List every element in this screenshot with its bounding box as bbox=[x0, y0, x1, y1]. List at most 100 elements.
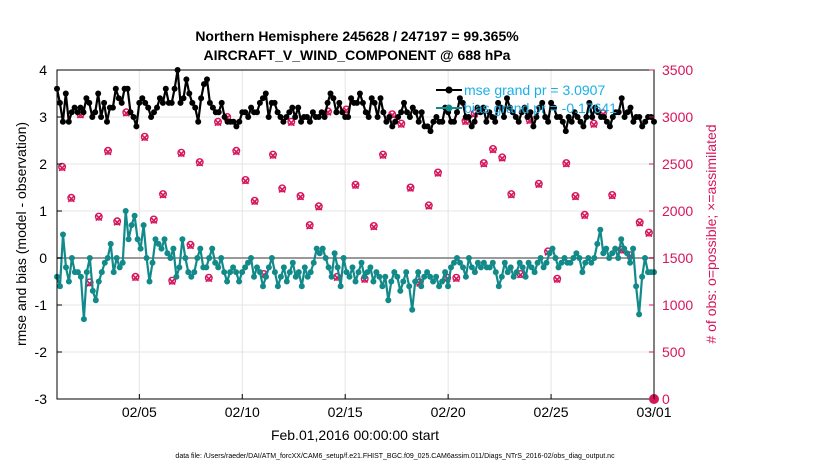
obs-possible-point bbox=[397, 119, 406, 128]
rmse-point bbox=[186, 90, 193, 97]
bias-point bbox=[510, 273, 517, 280]
obs-assimilated-point bbox=[131, 274, 140, 282]
obs-assimilated-point bbox=[251, 198, 259, 206]
bias-point bbox=[113, 255, 120, 261]
bias-point bbox=[403, 269, 410, 276]
rmse-point bbox=[124, 85, 131, 92]
rmse-point bbox=[630, 118, 637, 125]
bias-point bbox=[513, 269, 520, 276]
bias-point bbox=[92, 297, 99, 304]
obs-assimilated-point bbox=[196, 159, 204, 167]
bias-point bbox=[83, 269, 90, 276]
bias-point bbox=[492, 269, 499, 276]
y-tick-label-right: 3000 bbox=[662, 109, 693, 125]
obs-assimilated-point bbox=[489, 146, 497, 154]
bias-point bbox=[585, 255, 592, 261]
plot-area bbox=[57, 70, 654, 399]
obs-possible-point bbox=[507, 190, 516, 199]
y-tick-label-left: -3 bbox=[35, 391, 48, 407]
obs-assimilated-point bbox=[168, 277, 176, 286]
obs-possible-point bbox=[452, 273, 461, 282]
obs-possible-point bbox=[168, 276, 177, 285]
x-tick-label: 02/15 bbox=[328, 404, 363, 420]
bias-point bbox=[116, 264, 123, 271]
rmse-point bbox=[615, 109, 622, 116]
bias-point bbox=[534, 259, 541, 266]
bias-point bbox=[119, 259, 126, 266]
bias-point bbox=[627, 259, 634, 266]
bias-point bbox=[206, 255, 213, 261]
rmse-point bbox=[180, 95, 187, 102]
rmse-point bbox=[639, 123, 646, 130]
rmse-point bbox=[101, 99, 108, 106]
rmse-point bbox=[154, 104, 160, 111]
bias-point bbox=[412, 278, 419, 285]
rmse-point bbox=[409, 104, 416, 111]
obs-possible-point bbox=[140, 132, 149, 141]
bias-point bbox=[134, 236, 141, 243]
bias-point bbox=[104, 255, 111, 261]
rmse-point bbox=[321, 114, 328, 120]
rmse-point bbox=[198, 95, 205, 102]
rmse-point bbox=[542, 114, 549, 120]
rmse-point bbox=[71, 104, 78, 111]
rmse-point bbox=[586, 99, 593, 106]
bias-point bbox=[415, 269, 422, 276]
y-tick-label-left: 1 bbox=[39, 203, 47, 219]
y-tick-label-right: 3500 bbox=[662, 62, 693, 78]
rmse-point bbox=[386, 114, 393, 120]
obs-assimilated-point bbox=[177, 150, 185, 158]
obs-assimilated-point bbox=[232, 148, 240, 156]
bias-point bbox=[382, 273, 389, 280]
legend: mse grand pr = 3.0907 bias grand pr = -0… bbox=[436, 82, 617, 116]
bias-point bbox=[343, 269, 350, 276]
y-axis-right: 0 500 1000 1500 2000 2500 3000 3500 bbox=[649, 62, 693, 407]
bias-point bbox=[143, 255, 150, 261]
x-tick-label: 02/05 bbox=[122, 404, 157, 420]
bias-point bbox=[400, 278, 407, 285]
legend-bias-marker bbox=[445, 104, 453, 112]
bias-point bbox=[224, 278, 231, 285]
obs-assimilated-point bbox=[636, 219, 644, 227]
obs-assimilated-point bbox=[269, 151, 277, 160]
rmse-point bbox=[504, 95, 510, 102]
rmse-point bbox=[156, 95, 163, 102]
bias-point bbox=[504, 269, 511, 276]
obs-possible-point bbox=[103, 146, 112, 155]
rmse-point bbox=[471, 118, 478, 125]
bias-point bbox=[454, 255, 460, 261]
bias-point bbox=[552, 255, 559, 261]
bias-point bbox=[215, 264, 222, 271]
bias-point bbox=[212, 259, 219, 266]
y-tick-label-left: 2 bbox=[39, 156, 47, 172]
bias-point bbox=[110, 269, 117, 276]
obs-assimilated-point bbox=[535, 181, 543, 189]
bias-point bbox=[409, 306, 416, 313]
rmse-point bbox=[477, 109, 484, 116]
rmse-point bbox=[133, 123, 140, 130]
rmse-point bbox=[86, 99, 93, 106]
y-axis-label-left: rmse and bias (model - observation) bbox=[13, 122, 29, 346]
bias-point bbox=[376, 273, 383, 280]
rmse-point bbox=[206, 99, 213, 106]
bias-point bbox=[233, 269, 240, 276]
bias-point bbox=[537, 255, 544, 261]
bias-point bbox=[636, 311, 643, 318]
obs-assimilated-point bbox=[498, 154, 506, 162]
bias-point bbox=[152, 236, 159, 243]
obs-possible-point bbox=[177, 148, 186, 157]
rmse-point bbox=[589, 114, 596, 120]
bias-point bbox=[277, 273, 284, 280]
bias-point bbox=[257, 269, 263, 276]
bias-point bbox=[465, 255, 472, 261]
bias-point bbox=[460, 264, 466, 271]
obs-possible-point bbox=[635, 218, 644, 227]
obs-possible-point bbox=[489, 144, 498, 153]
bias-point bbox=[313, 245, 320, 252]
rmse-point bbox=[383, 118, 390, 125]
bias-point bbox=[298, 283, 305, 290]
rmse-point bbox=[603, 118, 610, 125]
rmse-point bbox=[627, 104, 634, 111]
bias-point bbox=[394, 273, 401, 280]
